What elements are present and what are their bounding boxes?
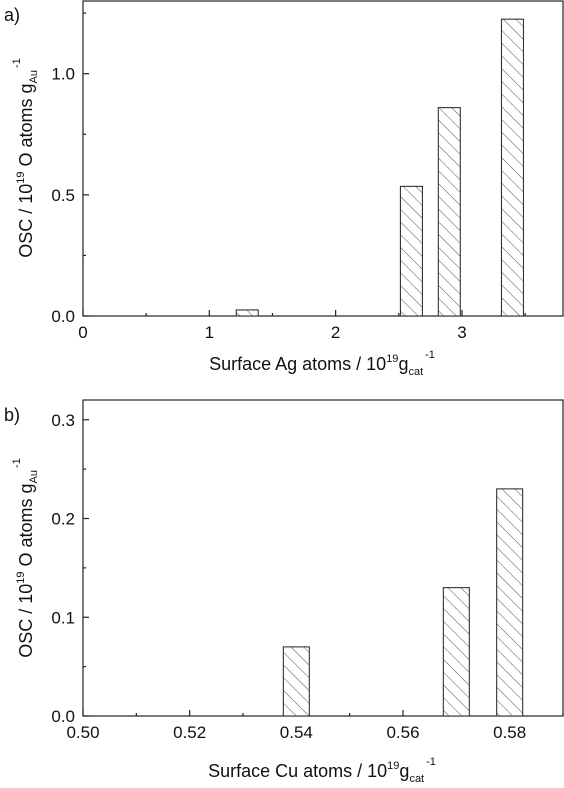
panel-b-y-axis-title: OSC / 1019 O atoms gAu -1 <box>11 458 40 658</box>
panel-a-bar <box>399 185 423 317</box>
panel-b-bar <box>442 587 470 717</box>
panel-a-y-title-sub: Au <box>28 70 40 83</box>
panel-a-ticks: 0 1 2 3 0.0 0.5 1.0 <box>51 12 526 342</box>
panel-b-bars <box>282 488 524 717</box>
panel-a-x-tick-label: 0 <box>78 323 87 342</box>
panel-b-x-tick-label: 0.56 <box>386 723 419 742</box>
panel-a-x-tick-label: 1 <box>205 323 214 342</box>
panel-b-x-title-text: Surface Cu atoms / 10 <box>208 761 387 781</box>
panel-b-y-title-sup2: -1 <box>11 458 23 468</box>
panel-a-plot-frame <box>82 0 564 317</box>
panel-a-y-tick-label: 1.0 <box>51 65 75 84</box>
panel-b-bar <box>282 646 310 717</box>
panel-a-y-title-sup2: -1 <box>11 58 23 68</box>
panel-b-y-tick-label: 0.2 <box>51 510 75 529</box>
panel-b: b) 0.50 0.52 0.54 0.56 0.58 0.0 0.1 0.2 0.3 Surf… <box>4 399 564 785</box>
panel-a: a) 0 1 2 30.00.51.0 Surface Ag atoms / 1019… <box>4 0 564 378</box>
panel-b-x-title-sup: 19 <box>387 760 399 772</box>
panel-a-y-title-mid: O atoms g <box>16 83 36 171</box>
panel-a-bar <box>500 18 525 317</box>
panel-b-x-title-mid: g <box>399 761 409 781</box>
panel-b-x-tick-label: 0.54 <box>280 723 313 742</box>
panel-b-y-title-sub: Au <box>28 470 40 483</box>
panel-b-y-tick-label: 0.1 <box>51 608 75 627</box>
panel-b-bar <box>496 488 524 717</box>
panel-a-y-title-text: OSC / 10 <box>16 184 36 258</box>
panel-a-y-tick-label: 0.5 <box>51 186 75 205</box>
panel-b-x-title-sub: cat <box>409 773 424 785</box>
panel-a-y-tick-label: 0.0 <box>51 307 75 326</box>
panel-a-x-axis-title: Surface Ag atoms / 1019gcat-1 <box>209 349 435 378</box>
panel-b-y-axis-title-group: OSC / 1019 O atoms gAu -1 <box>11 458 40 658</box>
panel-a-x-title-text: Surface Ag atoms / 10 <box>209 354 386 374</box>
panel-b-plot-frame <box>82 399 564 717</box>
panel-a-label: a) <box>4 5 20 25</box>
panel-b-y-tick-label: 0.3 <box>51 411 75 430</box>
panel-a-bar <box>437 107 461 317</box>
panel-b-x-tick-label: 0.50 <box>66 723 99 742</box>
panel-a-y-axis-title-group: OSC / 1019 O atoms gAu -1 <box>11 58 40 258</box>
panel-b-y-tick-label: 0.0 <box>51 707 75 726</box>
panel-a-x-tick-label: 2 <box>331 323 340 342</box>
panel-b-y-title-sup: 19 <box>15 572 27 584</box>
panel-b-label: b) <box>4 405 20 425</box>
panel-a-bars <box>235 18 525 317</box>
panel-b-x-tick-label: 0.52 <box>173 723 206 742</box>
panel-a-y-axis-title: OSC / 1019 O atoms gAu -1 <box>11 58 40 258</box>
panel-b-x-title-sup2: -1 <box>426 756 436 768</box>
panel-a-x-title-sup: 19 <box>386 353 398 365</box>
panel-b-y-title-mid: O atoms g <box>16 483 36 571</box>
panel-a-x-title-mid: g <box>398 354 408 374</box>
panel-a-y-title-sup: 19 <box>15 172 27 184</box>
panel-a-bar <box>235 309 259 317</box>
panel-a-x-title-sup2: -1 <box>425 349 435 361</box>
panel-b-x-axis-title: Surface Cu atoms / 1019gcat-1 <box>208 756 436 785</box>
panel-a-x-title-sub: cat <box>408 366 423 378</box>
panel-b-y-title-text: OSC / 10 <box>16 584 36 658</box>
panel-a-x-tick-label: 3 <box>457 323 466 342</box>
panel-b-x-tick-label: 0.58 <box>493 723 526 742</box>
panel-b-ticks: 0.50 0.52 0.54 0.56 0.58 0.0 0.1 0.2 0.3 <box>51 411 564 742</box>
